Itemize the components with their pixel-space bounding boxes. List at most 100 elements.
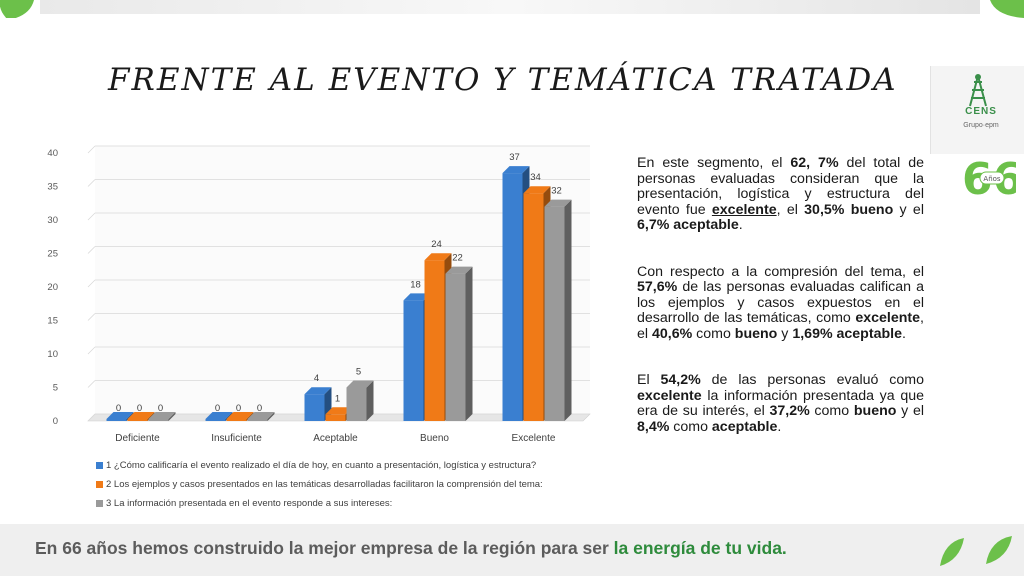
data-label: 18	[410, 279, 421, 290]
legend-entry: 3 La información presentada en el evento…	[96, 494, 543, 513]
paragraph-run: 62, 7%	[790, 155, 839, 171]
legend-label: 1 ¿Cómo calificaría el evento realizado …	[106, 460, 537, 471]
data-label: 1	[335, 393, 340, 404]
x-tick-label: Deficiente	[115, 433, 160, 444]
bar	[106, 419, 127, 421]
paragraph-run: y el	[896, 403, 925, 419]
paragraph-run: y	[777, 325, 793, 342]
bar	[325, 414, 346, 421]
paragraph-run: de las personas evaluó como	[700, 372, 924, 388]
paragraph-run: de las personas evaluadas califican a lo…	[637, 279, 924, 326]
paragraph-run: 6,7% aceptable	[637, 217, 739, 233]
legend-label: 2 Los ejemplos y casos presentados en la…	[106, 479, 543, 490]
data-label: 0	[158, 403, 163, 414]
paragraph-run: 1,69% aceptable	[792, 325, 902, 342]
legend-swatch	[96, 481, 103, 488]
leaf-icon	[990, 0, 1024, 18]
gridline-side	[87, 212, 96, 221]
bar-side	[465, 266, 473, 421]
paragraph-run: del total de personas evaluadas consider…	[637, 155, 925, 218]
bar-top	[205, 412, 233, 419]
bar-top	[148, 412, 176, 419]
data-label: 0	[236, 403, 241, 414]
bar-top	[445, 266, 473, 274]
bar-side	[267, 412, 275, 421]
bar-side	[366, 380, 374, 421]
bar	[127, 419, 148, 421]
gridline-side	[87, 246, 96, 254]
text-panel: En este segmento, el 62, 7% del total de…	[637, 155, 925, 466]
x-tick-label: Excelente	[512, 433, 556, 444]
y-tick-label: 40	[47, 148, 58, 159]
x-tick-label: Insuficiente	[211, 433, 262, 444]
bar	[502, 173, 523, 421]
bar-top	[424, 253, 452, 261]
top-decoration-band	[0, 0, 1024, 18]
leaf-icon	[0, 0, 34, 18]
paragraph-run: 54,2%	[660, 372, 701, 388]
paragraph-run: .	[777, 418, 782, 435]
chart-legend: 1 ¿Cómo calificaría el evento realizado …	[96, 456, 543, 513]
badge-word: Años	[983, 175, 1001, 183]
paragraph-run: .	[901, 325, 906, 342]
legend-entry: 2 Los ejemplos y casos presentados en la…	[96, 475, 543, 494]
data-label: 4	[314, 373, 319, 384]
leaf-icon	[940, 536, 1012, 566]
y-tick-label: 10	[47, 349, 58, 360]
paragraph-run: como	[669, 418, 712, 435]
y-tick-label: 30	[47, 215, 58, 226]
company-logo: CENS Grupo·epm	[930, 66, 1024, 154]
bar-side	[564, 199, 572, 421]
bar-top	[403, 293, 431, 301]
footer-slogan: En 66 años hemos construido la mejor emp…	[35, 538, 787, 559]
footer-text: En 66 años hemos construido la mejor emp…	[35, 538, 614, 558]
paragraph-run: En este segmento, el	[637, 155, 791, 171]
paragraph-run: aceptable	[711, 418, 778, 435]
bar-top	[304, 387, 332, 395]
bar	[304, 394, 325, 421]
x-tick-label: Aceptable	[313, 433, 358, 444]
paragraph-run: bueno	[734, 325, 778, 342]
legend-label: 3 La información presentada en el evento…	[106, 498, 393, 509]
paragraph-run: 37,2%	[769, 403, 810, 419]
bar-top	[544, 199, 572, 207]
bar-top	[502, 166, 530, 174]
paragraph-run: , el	[637, 310, 924, 342]
paragraph-run: 57,6%	[637, 279, 678, 295]
x-tick-label: Bueno	[420, 433, 449, 444]
data-label: 34	[530, 172, 541, 183]
gridline-side	[87, 279, 96, 288]
summary-paragraph: Con respecto a la compresión del tema, e…	[637, 264, 924, 343]
anniversary-badge: 66 Años	[962, 154, 1016, 204]
bar	[445, 273, 466, 421]
y-tick-label: 5	[53, 383, 58, 394]
paragraph-run: El	[637, 372, 661, 388]
paragraph-run: 30,5% bueno	[804, 201, 894, 218]
bar-top	[106, 412, 134, 419]
y-tick-label: 15	[47, 316, 58, 327]
logo-name: CENS	[965, 106, 997, 117]
bar-side	[168, 412, 176, 421]
bar	[544, 206, 565, 421]
bar	[403, 300, 424, 421]
data-label: 0	[257, 403, 262, 414]
bar-top	[127, 412, 155, 419]
gridline-side	[87, 346, 96, 355]
gridline-side	[87, 313, 96, 321]
gridline-side	[87, 145, 96, 154]
y-tick-label: 35	[47, 182, 58, 193]
paragraph-run: 40,6%	[651, 325, 693, 342]
paragraph-run: como	[692, 325, 735, 342]
y-tick-label: 20	[47, 282, 58, 293]
bar	[424, 260, 445, 421]
data-label: 0	[116, 403, 121, 414]
summary-paragraph: El 54,2% de las personas evaluó como exc…	[637, 372, 925, 435]
gridline-side	[87, 179, 96, 187]
paragraph-run: y el	[893, 201, 924, 218]
gridline-side	[87, 380, 96, 388]
bar	[247, 419, 268, 421]
paragraph-run: .	[738, 217, 743, 233]
bar-top	[226, 412, 254, 419]
paragraph-run: bueno	[853, 403, 897, 419]
